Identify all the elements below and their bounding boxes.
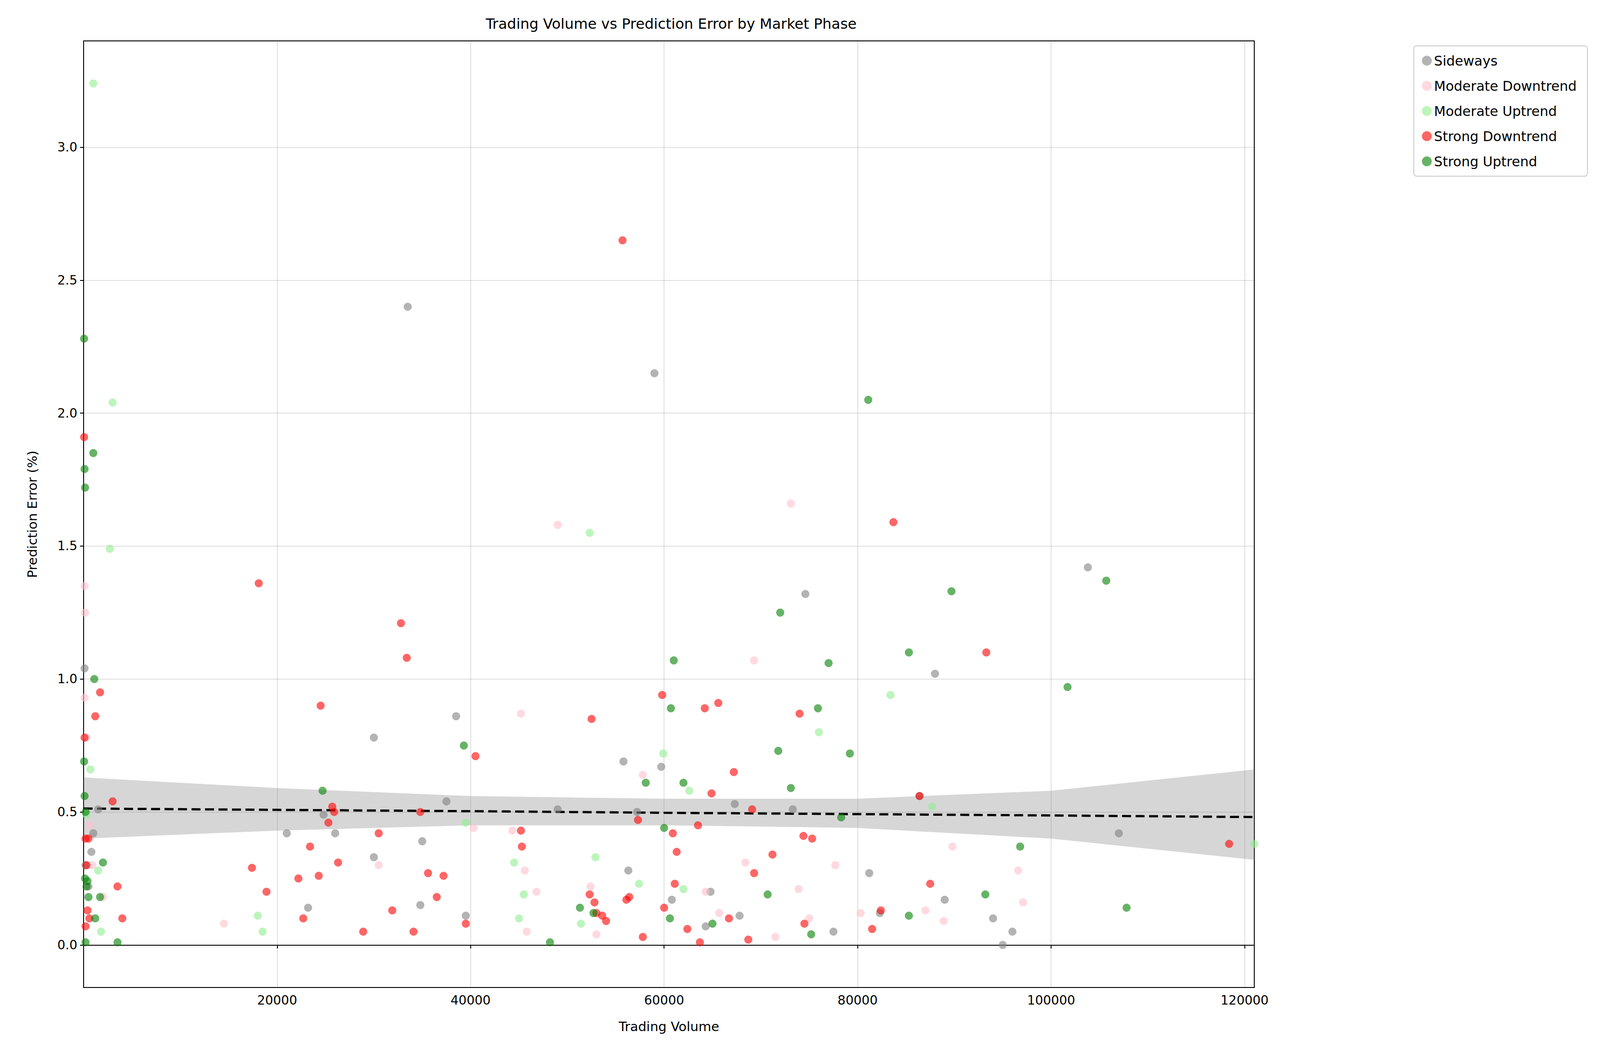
svg-text:20000: 20000 [257,993,298,1008]
svg-text:60000: 60000 [644,993,685,1008]
svg-text:2.0: 2.0 [57,405,78,421]
svg-text:Sideways: Sideways [1434,53,1498,69]
svg-text:100000: 100000 [1027,993,1076,1008]
svg-text:0.0: 0.0 [57,937,78,953]
svg-text:Prediction Error (%): Prediction Error (%) [24,450,41,578]
svg-text:120000: 120000 [1220,993,1269,1008]
svg-text:1.5: 1.5 [57,538,78,554]
svg-text:Trading Volume: Trading Volume [618,1019,719,1035]
svg-text:2.5: 2.5 [57,272,78,288]
svg-text:Moderate Uptrend: Moderate Uptrend [1434,103,1557,120]
svg-text:Strong Uptrend: Strong Uptrend [1434,153,1538,170]
svg-text:Trading Volume vs Prediction E: Trading Volume vs Prediction Error by Ma… [485,15,857,33]
svg-text:3.0: 3.0 [57,139,78,155]
svg-text:Strong Downtrend: Strong Downtrend [1434,128,1557,145]
svg-text:40000: 40000 [450,993,491,1008]
svg-text:0.5: 0.5 [57,804,78,820]
svg-text:1.0: 1.0 [57,671,78,687]
svg-text:Moderate Downtrend: Moderate Downtrend [1434,78,1577,94]
svg-text:80000: 80000 [837,993,878,1008]
